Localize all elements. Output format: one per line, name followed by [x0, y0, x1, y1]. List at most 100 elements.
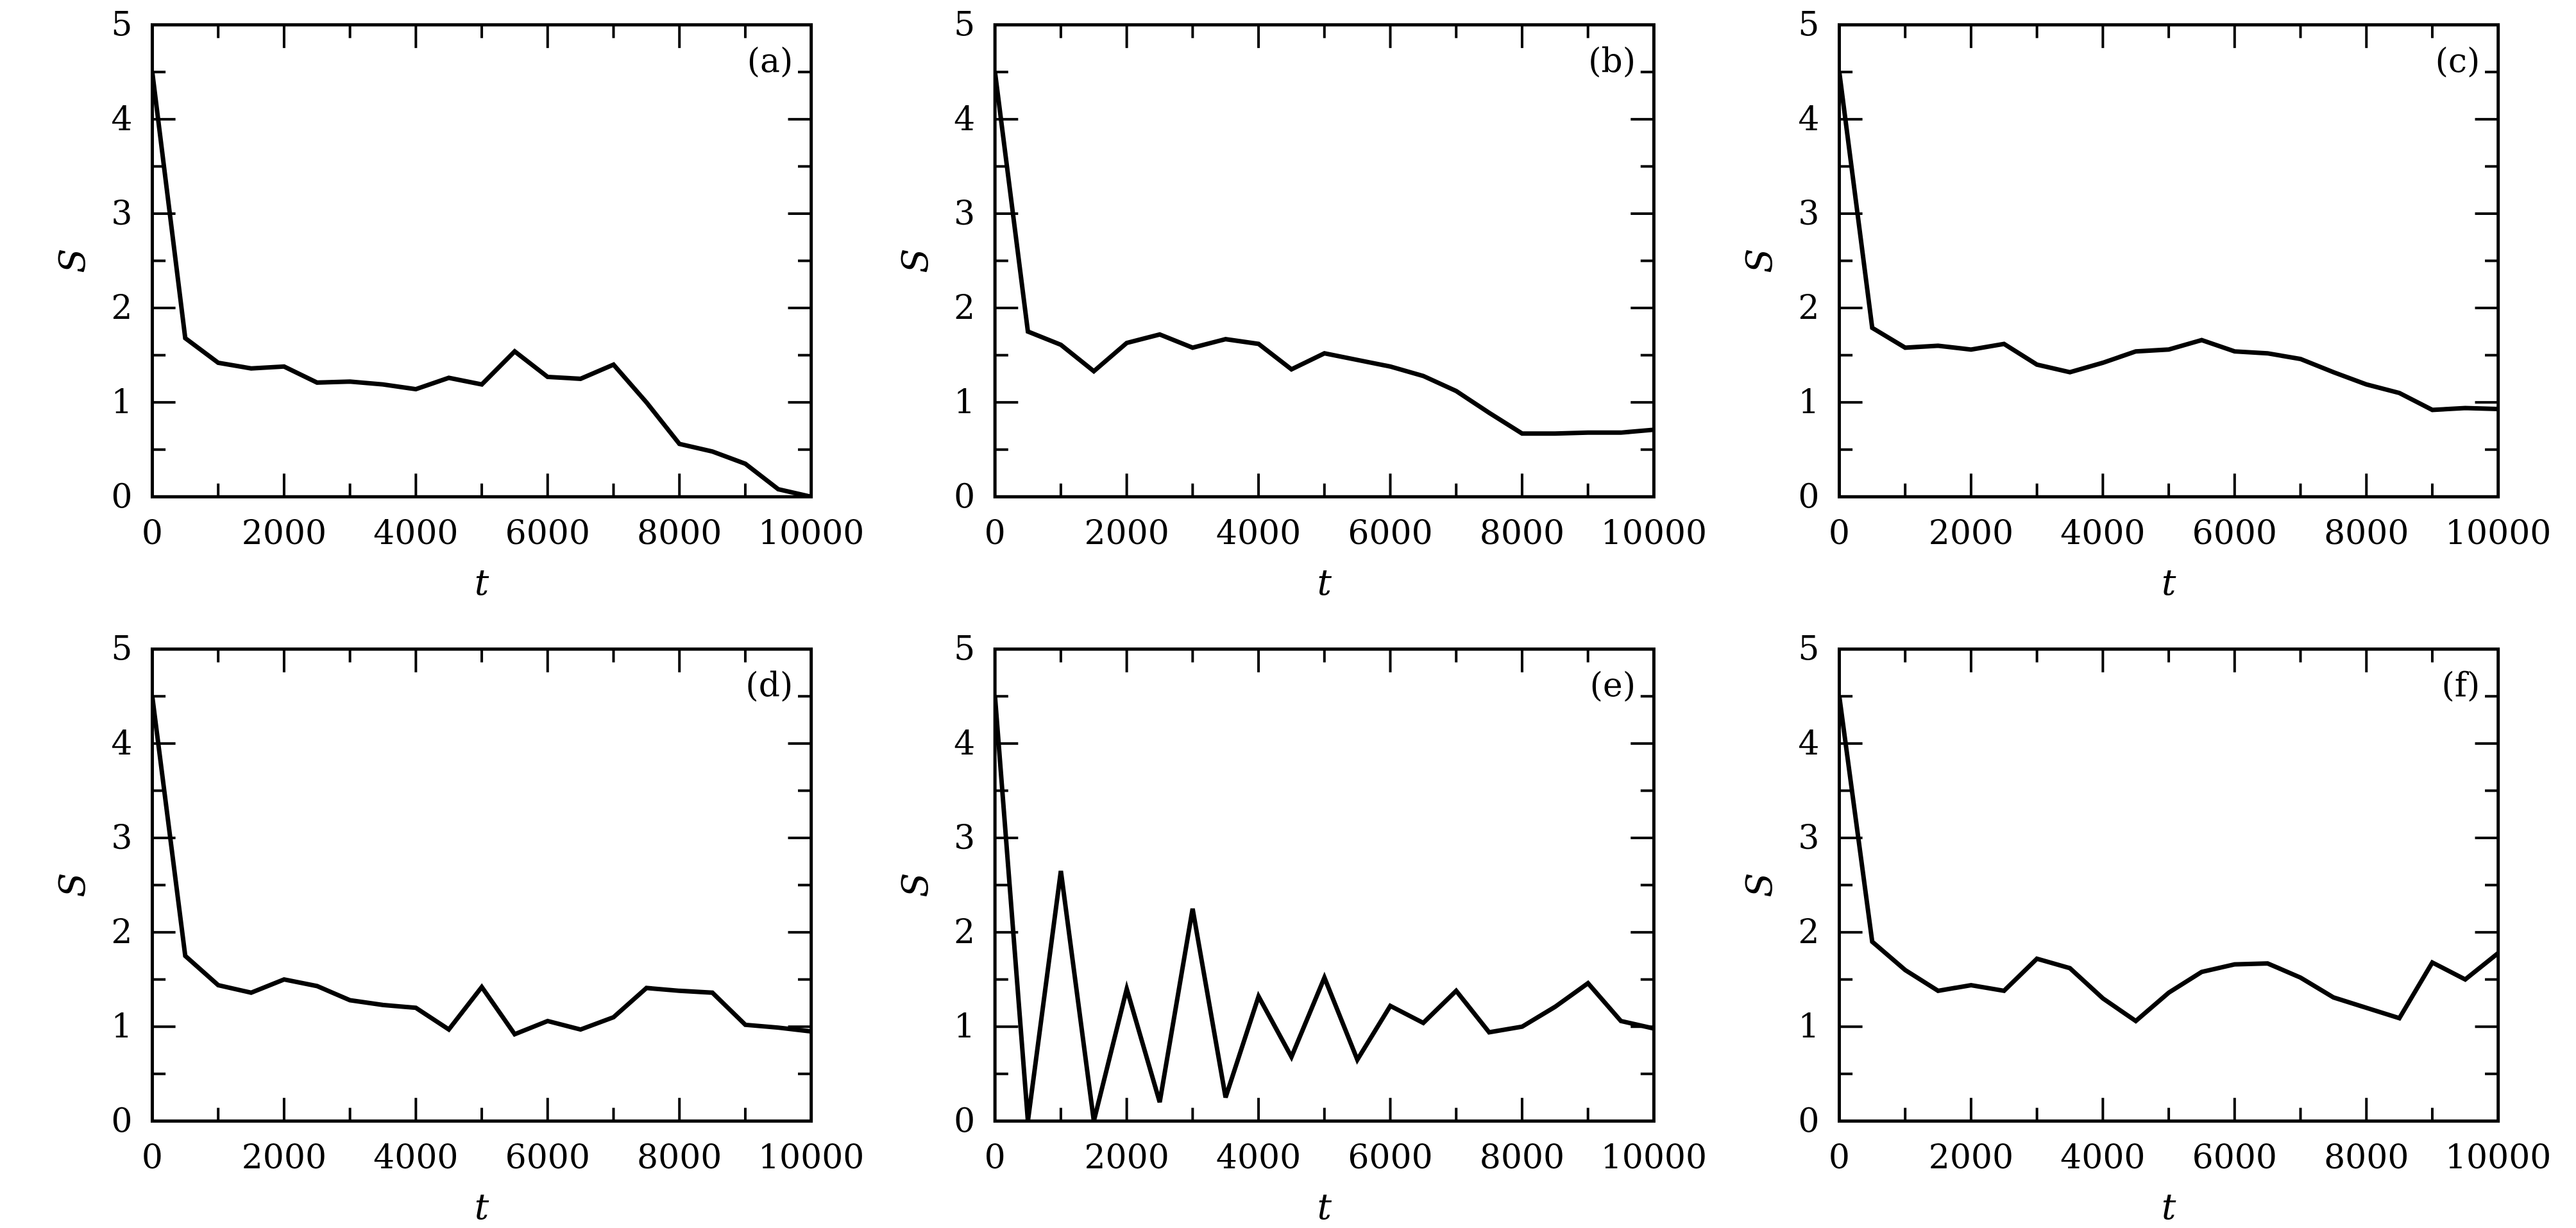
x-tick-label: 4000 [1216, 514, 1301, 552]
x-tick-label: 4000 [1216, 1138, 1301, 1177]
y-tick-label: 2 [1798, 289, 1819, 327]
x-tick-label: 6000 [2192, 1138, 2277, 1177]
y-tick-label: 2 [1798, 913, 1819, 951]
x-axis-label: t [475, 562, 489, 604]
x-tick-label: 6000 [2192, 514, 2277, 552]
y-tick-label: 2 [954, 289, 975, 327]
x-tick-label: 10000 [1601, 1138, 1707, 1177]
y-tick-label: 1 [1798, 383, 1819, 422]
x-tick-label: 8000 [637, 514, 722, 552]
y-tick-label: 4 [1798, 100, 1819, 139]
y-axis-label: S [895, 248, 936, 273]
x-axis-label: t [1318, 562, 1332, 604]
series-line [1839, 695, 2498, 1024]
y-axis-label: S [1739, 873, 1781, 897]
y-tick-label: 0 [954, 477, 975, 516]
y-tick-label: 5 [1798, 630, 1819, 669]
y-tick-label: 0 [111, 1102, 132, 1140]
x-tick-label: 0 [1829, 514, 1850, 552]
y-tick-label: 0 [954, 1102, 975, 1140]
y-tick-label: 1 [1798, 1007, 1819, 1046]
x-tick-label: 2000 [1929, 514, 2013, 552]
x-tick-label: 8000 [2324, 1138, 2409, 1177]
y-tick-label: 5 [111, 630, 132, 669]
plot-frame [150, 23, 813, 499]
x-tick-label: 8000 [2324, 514, 2409, 552]
chart-panel: 0 2000 4000 6000 8000 10000 0 1 2 3 4 5 t S (d) [52, 630, 864, 1228]
x-tick-label: 4000 [373, 514, 458, 552]
y-tick-label: 5 [1798, 6, 1819, 44]
x-tick-label: 6000 [1348, 514, 1432, 552]
y-tick-label: 4 [111, 100, 132, 139]
y-axis-label: S [52, 248, 94, 273]
series-line [1839, 71, 2498, 413]
chart-panel: 0 2000 4000 6000 8000 10000 0 1 2 3 4 5 t S (a) [52, 6, 864, 604]
x-axis-label: t [475, 1186, 489, 1228]
y-tick-label: 3 [1798, 819, 1819, 857]
plot-frame [993, 23, 1656, 499]
y-tick-label: 4 [1798, 724, 1819, 763]
y-tick-label: 2 [111, 913, 132, 951]
chart-panel: 0 2000 4000 6000 8000 10000 0 1 2 3 4 5 t S (e) [895, 630, 1707, 1228]
x-tick-label: 2000 [1929, 1138, 2013, 1177]
y-tick-label: 2 [111, 289, 132, 327]
x-tick-label: 8000 [637, 1138, 722, 1177]
x-tick-label: 10000 [1601, 514, 1707, 552]
series-line [995, 71, 1654, 436]
x-tick-label: 2000 [242, 514, 326, 552]
y-tick-label: 3 [111, 194, 132, 233]
y-tick-label: 3 [954, 194, 975, 233]
chart-panel: 0 2000 4000 6000 8000 10000 0 1 2 3 4 5 t S (b) [895, 6, 1707, 604]
series-line [152, 695, 811, 1037]
x-tick-label: 10000 [758, 1138, 864, 1177]
plot-frame [1837, 23, 2500, 499]
series-line [152, 71, 811, 497]
y-tick-label: 4 [954, 724, 975, 763]
x-tick-label: 0 [985, 1138, 1006, 1177]
y-tick-label: 4 [111, 724, 132, 763]
y-tick-label: 3 [954, 819, 975, 857]
x-tick-label: 4000 [2060, 1138, 2145, 1177]
panel-label: (a) [747, 42, 793, 80]
chart-panel: 0 2000 4000 6000 8000 10000 0 1 2 3 4 5 t S (f) [1739, 630, 2551, 1228]
y-tick-label: 5 [954, 630, 975, 669]
x-tick-label: 0 [1829, 1138, 1850, 1177]
x-axis-label: t [2162, 562, 2176, 604]
x-axis-label: t [1318, 1186, 1332, 1228]
y-tick-label: 0 [1798, 477, 1819, 516]
plot-frame [993, 647, 1656, 1123]
y-tick-label: 5 [954, 6, 975, 44]
y-tick-label: 3 [111, 819, 132, 857]
y-tick-label: 1 [111, 1007, 132, 1046]
x-tick-label: 10000 [758, 514, 864, 552]
x-tick-label: 4000 [2060, 514, 2145, 552]
x-tick-label: 2000 [1084, 514, 1169, 552]
x-tick-label: 10000 [2445, 1138, 2551, 1177]
x-tick-label: 2000 [1084, 1138, 1169, 1177]
x-tick-label: 0 [142, 514, 163, 552]
y-tick-label: 0 [1798, 1102, 1819, 1140]
y-tick-label: 1 [954, 1007, 975, 1046]
x-tick-label: 6000 [505, 1138, 590, 1177]
x-tick-label: 4000 [373, 1138, 458, 1177]
x-tick-label: 0 [985, 514, 1006, 552]
y-axis-label: S [52, 873, 94, 897]
plot-frame [1837, 647, 2500, 1123]
x-axis-label: t [2162, 1186, 2176, 1228]
y-axis-label: S [1739, 248, 1781, 273]
x-tick-label: 0 [142, 1138, 163, 1177]
panel-label: (b) [1588, 42, 1636, 80]
y-tick-label: 5 [111, 6, 132, 44]
y-tick-label: 1 [111, 383, 132, 422]
panel-label: (f) [2441, 667, 2480, 705]
y-tick-label: 4 [954, 100, 975, 139]
y-tick-label: 1 [954, 383, 975, 422]
x-tick-label: 8000 [1480, 514, 1564, 552]
x-tick-label: 6000 [505, 514, 590, 552]
panel-label: (c) [2436, 42, 2480, 80]
panel-label: (e) [1590, 667, 1636, 705]
y-tick-label: 3 [1798, 194, 1819, 233]
y-tick-label: 2 [954, 913, 975, 951]
panel-label: (d) [745, 667, 793, 705]
